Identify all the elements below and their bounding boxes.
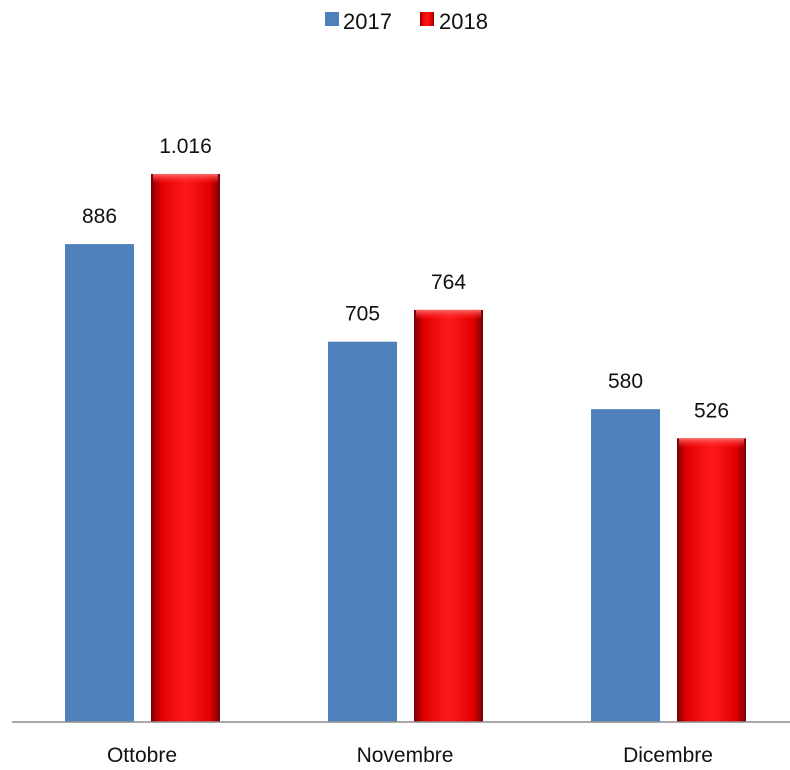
category-label-ottobre: Ottobre (107, 744, 177, 767)
legend-label-2017: 2017 (343, 9, 392, 34)
bars (65, 173, 746, 722)
legend: 2017 2018 (325, 9, 488, 34)
value-label-ottobre-2018: 1.016 (159, 135, 212, 158)
value-label-novembre-2017: 705 (345, 303, 380, 326)
bar-highlight-dicembre-2018 (679, 438, 744, 449)
legend-label-2018: 2018 (439, 9, 488, 34)
bar-novembre-2018 (414, 309, 483, 722)
bar-ottobre-2018 (151, 173, 220, 722)
legend-swatch-2017 (325, 12, 339, 26)
bar-highlight-novembre-2018 (416, 309, 481, 320)
value-labels: 886 1.016 705 764 580 526 (82, 135, 729, 422)
bar-novembre-2017 (328, 341, 397, 722)
value-label-ottobre-2017: 886 (82, 205, 117, 228)
category-label-dicembre: Dicembre (623, 744, 713, 767)
value-label-novembre-2018: 764 (431, 271, 466, 294)
value-label-dicembre-2018: 526 (694, 399, 729, 422)
bar-ottobre-2017 (65, 244, 134, 722)
bar-dicembre-2018 (677, 438, 746, 722)
category-labels: Ottobre Novembre Dicembre (107, 744, 713, 767)
legend-swatch-2018 (420, 12, 434, 26)
bar-dicembre-2017 (591, 409, 660, 722)
value-label-dicembre-2017: 580 (608, 370, 643, 393)
bar-highlight-ottobre-2018 (153, 173, 218, 184)
category-label-novembre: Novembre (357, 744, 454, 767)
